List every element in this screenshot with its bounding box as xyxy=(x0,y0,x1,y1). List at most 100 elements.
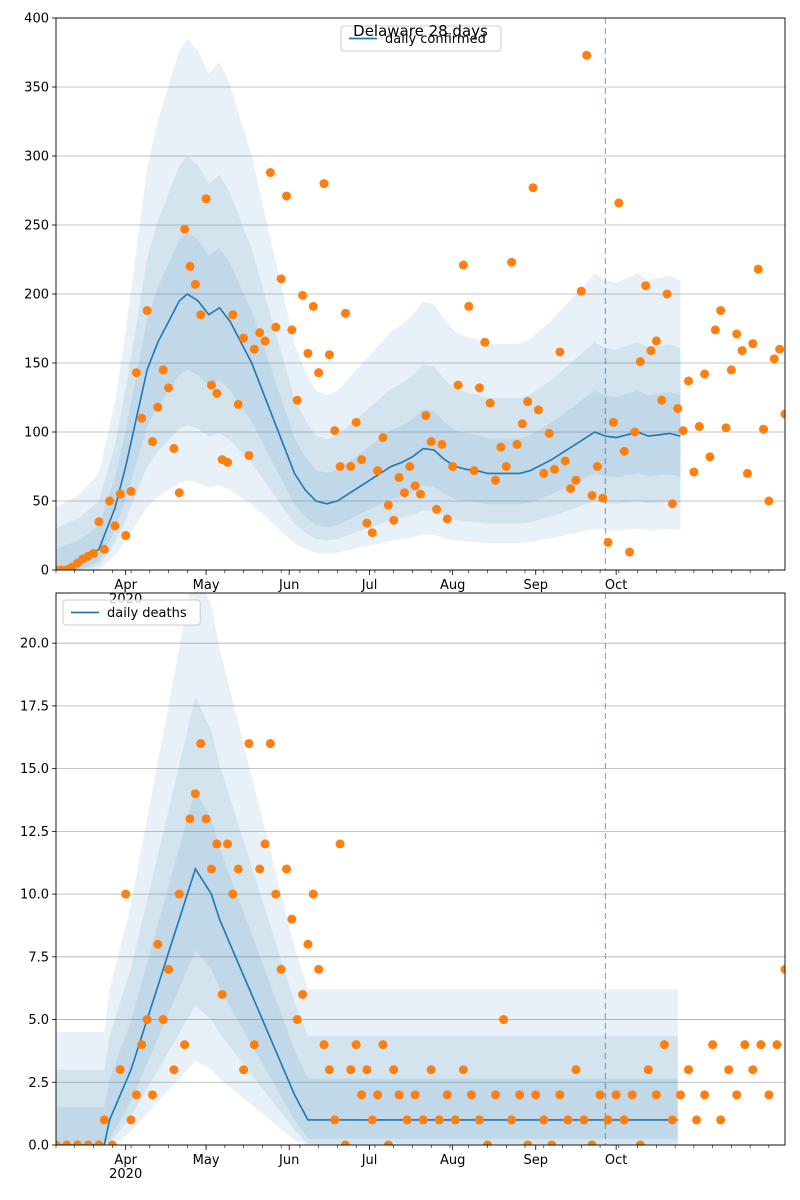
observed-point xyxy=(721,423,731,433)
observed-point xyxy=(418,1115,428,1125)
observed-point xyxy=(260,336,270,346)
observed-point xyxy=(780,964,785,974)
observed-point xyxy=(378,433,388,443)
observed-point xyxy=(164,383,174,393)
x-tick-label: 2020 xyxy=(109,1167,142,1182)
observed-point xyxy=(185,261,195,271)
observed-point xyxy=(539,468,549,478)
observed-point xyxy=(759,424,769,434)
observed-point xyxy=(499,1015,509,1025)
observed-point xyxy=(560,456,570,466)
x-tick-label: Jun xyxy=(278,1153,299,1168)
observed-point xyxy=(582,50,592,60)
observed-point xyxy=(603,1115,613,1125)
observed-point xyxy=(367,1115,377,1125)
observed-point xyxy=(233,864,243,874)
observed-point xyxy=(544,428,554,438)
observed-point xyxy=(142,306,152,316)
observed-point xyxy=(566,484,576,494)
y-tick-label: 2.5 xyxy=(28,1076,49,1091)
observed-point xyxy=(474,383,484,393)
observed-point xyxy=(340,1140,350,1145)
observed-point xyxy=(576,286,586,296)
observed-point xyxy=(571,475,581,485)
observed-point xyxy=(383,1140,393,1145)
observed-point xyxy=(287,914,297,924)
uncertainty-band xyxy=(56,38,681,570)
observed-point xyxy=(667,499,677,509)
observed-point xyxy=(330,1115,340,1125)
observed-point xyxy=(228,310,238,320)
y-tick-label: 50 xyxy=(32,495,49,510)
x-tick-label: May xyxy=(193,1153,220,1168)
observed-point xyxy=(378,1040,388,1050)
observed-point xyxy=(627,1090,637,1100)
observed-point xyxy=(319,1040,329,1050)
observed-point xyxy=(174,488,184,498)
observed-point xyxy=(726,365,736,375)
observed-point xyxy=(694,421,704,431)
x-tick-label: Oct xyxy=(605,1153,627,1168)
observed-point xyxy=(700,1090,710,1100)
observed-point xyxy=(684,1065,694,1075)
observed-point xyxy=(62,1140,72,1145)
observed-point xyxy=(94,1140,104,1145)
observed-point xyxy=(432,504,442,514)
observed-point xyxy=(281,191,291,201)
legend-box xyxy=(62,599,201,626)
observed-point xyxy=(579,1115,589,1125)
observed-point xyxy=(405,462,415,471)
observed-point xyxy=(772,1040,782,1050)
observed-point xyxy=(466,1090,476,1100)
x-tick-label: Jul xyxy=(361,1153,378,1168)
observed-point xyxy=(131,1090,141,1100)
observed-point xyxy=(587,1140,597,1145)
observed-point xyxy=(147,1090,157,1100)
x-tick-label: Aug xyxy=(440,578,465,593)
observed-point xyxy=(496,442,506,452)
observed-point xyxy=(383,500,393,510)
observed-point xyxy=(507,257,517,267)
observed-point xyxy=(474,1115,484,1125)
observed-point xyxy=(533,405,543,415)
observed-point xyxy=(94,517,104,527)
x-tick-label: Apr xyxy=(114,578,137,593)
observed-point xyxy=(531,1090,541,1100)
y-tick-label: 10.0 xyxy=(20,888,49,903)
observed-point xyxy=(402,1115,412,1125)
observed-point xyxy=(716,306,726,316)
observed-point xyxy=(373,1090,383,1100)
observed-point xyxy=(346,462,356,471)
uncertainty-band xyxy=(56,156,681,570)
observed-point xyxy=(89,548,99,558)
observed-point xyxy=(550,464,560,474)
observed-point xyxy=(206,380,216,390)
observed-point xyxy=(357,1090,367,1100)
observed-point xyxy=(389,1065,399,1075)
y-tick-label: 15.0 xyxy=(20,762,49,777)
observed-point xyxy=(335,462,345,471)
observed-point xyxy=(469,466,479,476)
observed-point xyxy=(630,427,640,437)
observed-point xyxy=(201,814,211,824)
observed-point xyxy=(769,354,779,364)
x-tick-label: Sep xyxy=(523,1153,548,1168)
observed-point xyxy=(324,350,334,360)
observed-point xyxy=(228,889,238,899)
y-tick-label: 7.5 xyxy=(28,950,49,965)
x-tick-label: Jun xyxy=(278,578,299,593)
observed-point xyxy=(72,1140,82,1145)
observed-point xyxy=(724,1065,734,1075)
observed-point xyxy=(265,168,275,178)
observed-point xyxy=(480,337,490,347)
observed-point xyxy=(464,301,474,311)
observed-point xyxy=(523,1140,533,1145)
observed-point xyxy=(292,1015,302,1025)
observed-point xyxy=(292,395,302,405)
observed-point xyxy=(442,1090,452,1100)
observed-point xyxy=(271,322,281,332)
observed-point xyxy=(675,1090,685,1100)
observed-point xyxy=(174,889,184,899)
observed-point xyxy=(105,496,115,506)
